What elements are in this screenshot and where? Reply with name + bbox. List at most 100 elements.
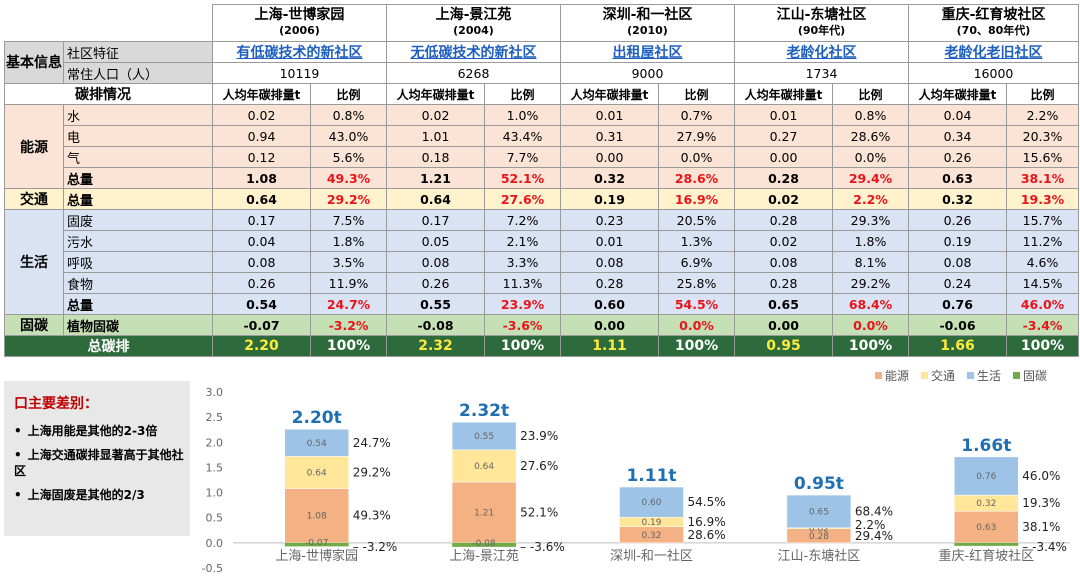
ratio-value: 3.3% [484,251,561,273]
legend-swatch [967,372,974,379]
per-capita-value: 0.26 [386,272,485,294]
community-year: (2010) [627,24,668,37]
bar-value-label: 0.76 [976,472,996,482]
bar-segment-negative [452,542,517,547]
y-tick-label: 2.0 [206,436,224,449]
share-label: 29.4% [855,529,893,543]
ratio-value: 27.9% [658,125,735,147]
share-label: – -3.2% [353,540,398,554]
community-name: 江山-东塘社区 [776,7,867,23]
per-capita-value: 0.32 [560,167,659,189]
bar-segment [451,449,517,483]
bar-value-label: 0.55 [474,432,494,442]
per-capita-value: 0.63 [908,167,1007,189]
community-feature: 出租屋社区 [560,41,735,63]
ratio-value: 4.6% [1006,251,1079,273]
per-capita-value: 0.17 [212,209,311,231]
ratio-value: 43.4% [484,125,561,147]
total-ratio: 100% [310,335,387,357]
bar-segment [284,488,349,544]
y-tick-label: 2.5 [206,411,224,424]
ratio-value: 0.7% [658,104,735,126]
bar-segment [451,481,517,544]
share-label: 23.9% [520,429,558,443]
share-label: 24.7% [353,436,391,450]
ratio-value: 43.0% [310,125,387,147]
total-value: 1.11 [560,335,659,357]
community-year: (70、80年代) [956,24,1031,37]
per-capita-value: 0.54 [212,293,311,315]
ratio-value: 68.4% [832,293,909,315]
per-capita-value: 0.17 [386,209,485,231]
per-capita-value: 0.00 [734,314,833,336]
ratio-value: -3.4% [1006,314,1079,336]
community-name: 上海-景江苑 [435,7,512,23]
per-capita-header: 人均年碳排量t [212,83,311,105]
ratio-value: 19.3% [1006,188,1079,210]
per-capita-value: 1.21 [386,167,485,189]
community-feature: 老龄化老旧社区 [908,41,1079,63]
ratio-value: 25.8% [658,272,735,294]
per-capita-value: 0.76 [908,293,1007,315]
ratio-value: -3.2% [310,314,387,336]
population-value: 16000 [908,62,1079,84]
population-value: 9000 [560,62,735,84]
ratio-value: 11.3% [484,272,561,294]
y-tick-label: 3.0 [206,386,224,399]
ratio-value: 29.4% [832,167,909,189]
per-capita-value: 0.00 [734,146,833,168]
per-capita-value: 0.01 [560,230,659,252]
ratio-value: 11.2% [1006,230,1079,252]
per-capita-value: 0.28 [734,209,833,231]
row-label: 总量 [63,293,213,315]
per-capita-value: 0.26 [908,146,1007,168]
bar-value-label: 0.64 [307,468,327,478]
total-label: 总碳排 [4,335,213,357]
group-label: 固碳 [4,314,64,336]
x-category-label: 深圳-和一社区 [610,548,693,564]
per-capita-value: 0.02 [212,104,311,126]
row-label: 气 [63,146,213,168]
per-capita-value: 0.19 [908,230,1007,252]
per-capita-value: 0.01 [560,104,659,126]
per-capita-value: 0.08 [908,251,1007,273]
population-value: 1734 [734,62,909,84]
x-category-label: 重庆-红育坡社区 [938,548,1034,564]
bar-segment [954,510,1019,544]
ratio-value: 20.3% [1006,125,1079,147]
notes-title: 口主要差别： [14,396,98,412]
carbon-table: 上海-世博家园 (2006) 上海-景江苑 (2004) 深圳-和一社区 (2010) 江山… [4,4,1079,357]
per-capita-value: 0.65 [734,293,833,315]
per-capita-value: 0.31 [560,125,659,147]
population-label: 常住人口（人） [63,62,213,84]
bar-segment [284,456,349,489]
total-ratio: 100% [1006,335,1079,357]
bar-total-label: 1.11t [626,466,676,486]
share-label: 49.3% [353,509,391,523]
ratio-value: 0.0% [658,146,735,168]
bar-total-label: 2.20t [292,408,342,428]
note-item: • 上海固废是其他的2/3 [14,488,145,502]
total-ratio: 100% [832,335,909,357]
group-label: 生活 [4,209,64,315]
ratio-value: 3.5% [310,251,387,273]
per-capita-value: 0.08 [734,251,833,273]
legend-label: 固碳 [1023,369,1047,383]
per-capita-value: -0.07 [212,314,311,336]
per-capita-value: 1.01 [386,125,485,147]
ratio-value: 28.6% [832,125,909,147]
share-label: 16.9% [688,515,726,529]
ratio-value: 27.6% [484,188,561,210]
total-value: 1.66 [908,335,1007,357]
total-ratio: 100% [658,335,735,357]
x-category-label: 江山-东塘社区 [778,548,861,564]
per-capita-value: 0.64 [212,188,311,210]
total-value: 2.20 [212,335,311,357]
y-tick-label: 1.0 [206,487,224,500]
per-capita-value: 0.55 [386,293,485,315]
bar-value-label: 0.54 [307,439,327,449]
total-value: 2.32 [386,335,485,357]
feature-label: 社区特征 [63,41,213,63]
ratio-value: 0.0% [832,146,909,168]
bar-value-label: 1.08 [307,512,327,522]
